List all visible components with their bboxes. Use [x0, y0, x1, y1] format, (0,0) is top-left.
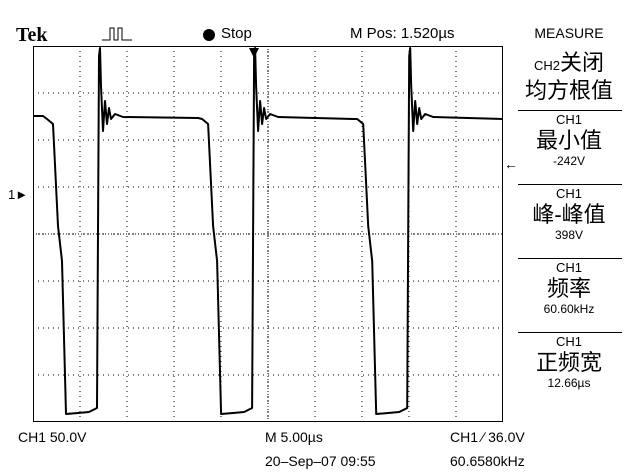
menu-divider [518, 332, 622, 333]
right-arrow-icon: ► [15, 187, 29, 202]
measure-slot-1-type[interactable]: 均方根值 [510, 78, 628, 104]
slot1-channel: CH2 [533, 58, 560, 73]
ch1-reference-marker: 1► [8, 187, 28, 202]
date-time: 20–Sep–07 09:55 [265, 453, 376, 469]
slot4-value: 60.60kHz [543, 302, 595, 316]
slot1-type-label: 均方根值 [524, 78, 613, 103]
slot3-label: 峰-峰值 [532, 202, 606, 227]
graticule [33, 46, 503, 422]
slot1-label: 关闭 [560, 50, 605, 75]
menu-selector-arrow-icon: ← [504, 156, 518, 172]
menu-divider [518, 258, 622, 259]
ch1-ref-label: 1 [8, 187, 16, 202]
pulse-waveform-icon [102, 27, 132, 41]
slot4-label: 频率 [546, 276, 591, 301]
timebase: M 5.00µs [265, 429, 323, 445]
scope-display [33, 46, 503, 422]
trigger-frequency: 60.6580kHz [450, 453, 525, 469]
acquisition-state: Stop [221, 25, 252, 42]
trigger-position-marker-icon [249, 48, 259, 60]
brand-logo: Tek [16, 24, 48, 46]
slot2-label: 最小值 [535, 128, 602, 153]
slot2-channel: CH1 [555, 112, 582, 127]
slot3-channel: CH1 [555, 186, 582, 201]
slot5-value: 12.66µs [547, 376, 591, 390]
ch1-waveform-layer [33, 47, 503, 415]
slot2-value: -242V [552, 154, 586, 168]
ch1-volts-per-div: CH1 50.0V [18, 429, 87, 445]
measure-slot-5[interactable]: CH1 正频宽 12.66µs [510, 334, 628, 390]
ch1-trace [33, 47, 503, 415]
trigger-setting: CH1 ∕ 36.0V [450, 429, 525, 445]
menu-divider [518, 110, 622, 111]
slot5-channel: CH1 [555, 334, 582, 349]
slot3-value: 398V [554, 228, 584, 242]
measure-slot-1[interactable]: CH2关闭 [510, 50, 628, 76]
menu-title: MEASURE [534, 25, 604, 41]
stop-indicator-icon [203, 29, 215, 41]
slot5-label: 正频宽 [535, 350, 602, 375]
horizontal-position: M Pos: 1.520µs [350, 25, 455, 42]
measure-slot-2[interactable]: CH1 最小值 -242V [510, 112, 628, 168]
slot4-channel: CH1 [555, 260, 582, 275]
measure-slot-4[interactable]: CH1 频率 60.60kHz [510, 260, 628, 316]
measure-slot-3[interactable]: CH1 峰-峰值 398V [510, 186, 628, 242]
menu-divider [518, 184, 622, 185]
